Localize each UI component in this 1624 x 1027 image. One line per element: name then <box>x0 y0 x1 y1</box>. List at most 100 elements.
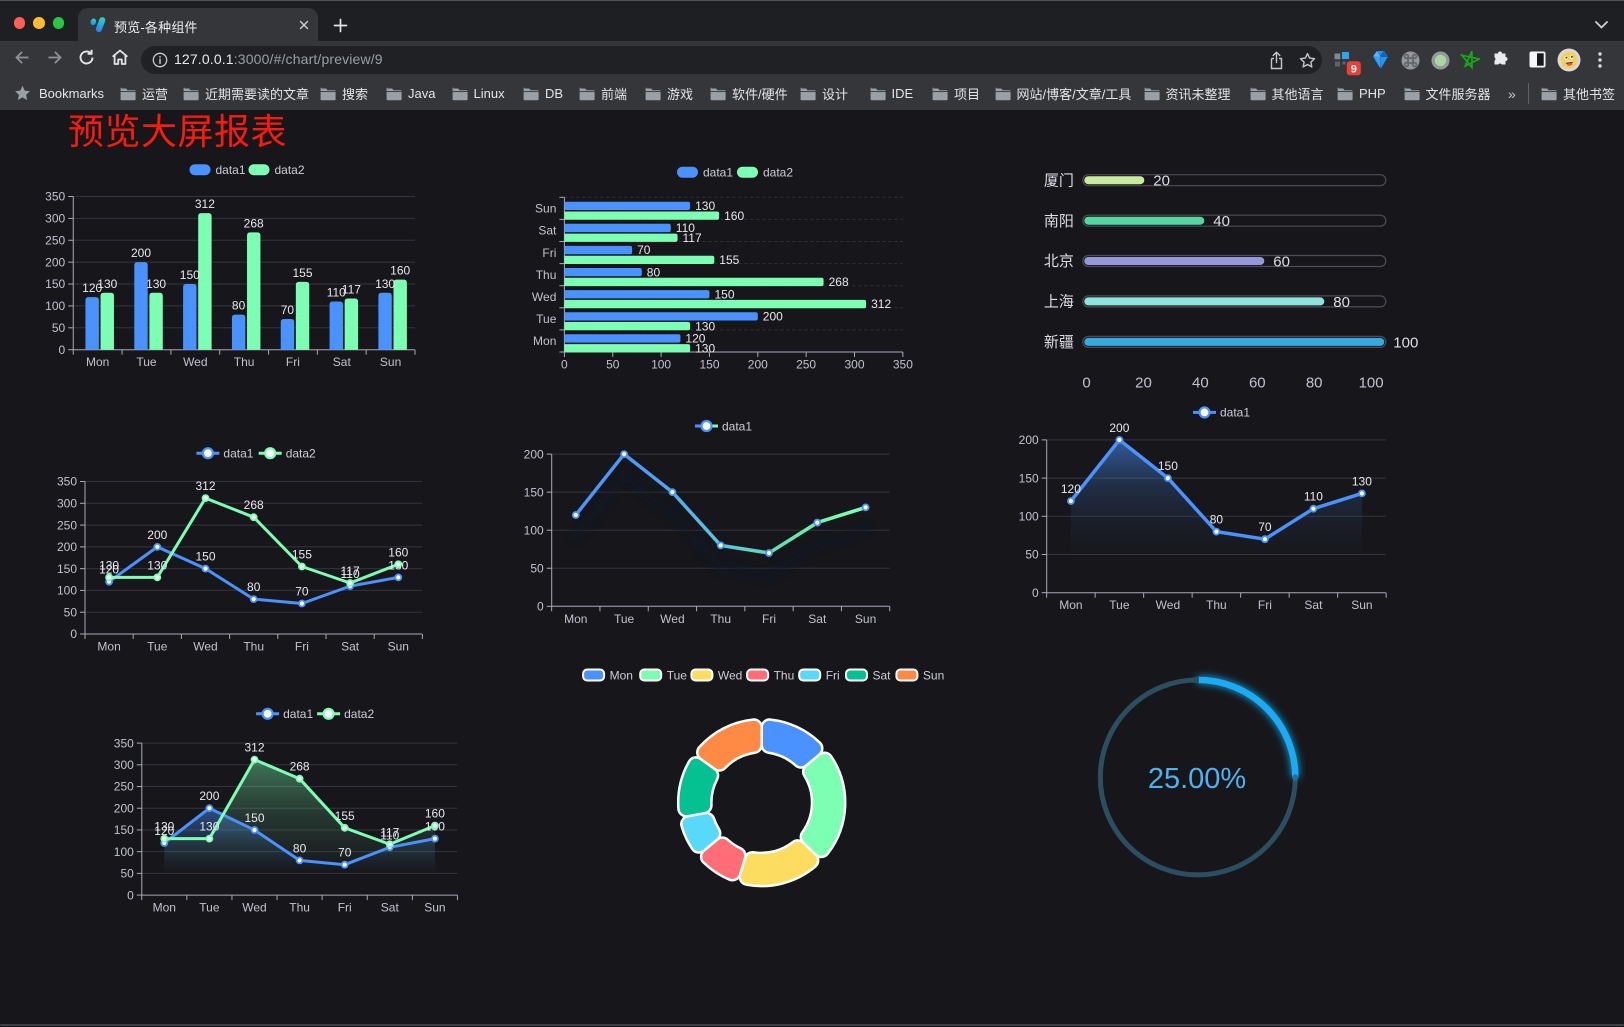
svg-text:120: 120 <box>1061 482 1081 496</box>
svg-text:130: 130 <box>695 319 715 333</box>
svg-text:100: 100 <box>114 845 134 859</box>
svg-text:data2: data2 <box>344 707 374 721</box>
svg-text:Fri: Fri <box>826 668 840 682</box>
svg-text:Fri: Fri <box>542 246 556 260</box>
svg-text:312: 312 <box>871 297 891 311</box>
svg-text:200: 200 <box>524 447 544 461</box>
svg-text:110: 110 <box>1304 490 1323 504</box>
svg-text:300: 300 <box>844 358 864 372</box>
svg-text:data1: data1 <box>1220 406 1250 420</box>
svg-text:0: 0 <box>1082 375 1090 392</box>
svg-text:70: 70 <box>295 585 309 599</box>
svg-text:Sun: Sun <box>388 640 409 654</box>
svg-text:300: 300 <box>57 497 77 511</box>
svg-text:Tue: Tue <box>667 668 688 682</box>
svg-text:data1: data1 <box>216 163 246 177</box>
svg-text:250: 250 <box>57 518 77 532</box>
svg-text:Thu: Thu <box>243 640 264 654</box>
svg-text:160: 160 <box>425 807 445 821</box>
svg-text:Sun: Sun <box>923 668 944 682</box>
svg-text:Mon: Mon <box>610 668 633 682</box>
svg-text:Sat: Sat <box>873 668 892 682</box>
svg-text:130: 130 <box>97 277 117 291</box>
svg-text:Sat: Sat <box>333 355 352 369</box>
svg-text:Thu: Thu <box>289 901 310 915</box>
svg-text:120: 120 <box>154 824 174 838</box>
svg-text:9: 9 <box>1351 63 1357 75</box>
svg-text:100: 100 <box>651 358 671 372</box>
svg-text:0: 0 <box>1032 586 1039 600</box>
svg-text:70: 70 <box>637 243 651 257</box>
svg-text:100: 100 <box>524 523 544 537</box>
svg-text:80: 80 <box>1306 375 1323 392</box>
svg-text:80: 80 <box>1210 513 1224 527</box>
svg-text:data1: data1 <box>223 447 253 461</box>
svg-text:120: 120 <box>82 281 102 295</box>
svg-text:80: 80 <box>1333 294 1350 311</box>
svg-text:130: 130 <box>375 277 395 291</box>
svg-text:350: 350 <box>45 190 65 204</box>
svg-text:Wed: Wed <box>718 668 742 682</box>
svg-text:60: 60 <box>1273 253 1290 270</box>
svg-text:160: 160 <box>724 209 744 223</box>
svg-text:data2: data2 <box>286 447 316 461</box>
svg-text:Thu: Thu <box>1206 598 1227 612</box>
svg-text:120: 120 <box>685 332 705 346</box>
svg-text:300: 300 <box>45 212 65 226</box>
svg-text:新疆: 新疆 <box>1044 334 1074 351</box>
svg-text:Sun: Sun <box>424 901 445 915</box>
svg-text:130: 130 <box>695 341 715 355</box>
svg-text:155: 155 <box>292 548 312 562</box>
svg-text:北京: 北京 <box>1044 253 1074 270</box>
svg-text:150: 150 <box>524 485 544 499</box>
svg-text:110: 110 <box>341 567 360 581</box>
svg-text:130: 130 <box>147 558 167 572</box>
svg-text:130: 130 <box>1352 474 1372 488</box>
svg-text:Thu: Thu <box>710 612 731 626</box>
svg-text:Sat: Sat <box>808 612 827 626</box>
svg-text:南阳: 南阳 <box>1044 213 1074 230</box>
svg-text:312: 312 <box>195 479 215 493</box>
svg-text:0: 0 <box>561 358 568 372</box>
svg-text:上海: 上海 <box>1044 294 1074 311</box>
svg-text:350: 350 <box>893 358 913 372</box>
svg-text:Sat: Sat <box>538 224 557 238</box>
svg-text:Mon: Mon <box>153 901 176 915</box>
svg-text:0: 0 <box>70 627 77 641</box>
svg-text:Thu: Thu <box>536 268 557 282</box>
svg-text:268: 268 <box>244 216 264 230</box>
svg-text:0: 0 <box>537 600 544 614</box>
svg-text:厦门: 厦门 <box>1044 172 1074 189</box>
svg-text:100: 100 <box>57 584 77 598</box>
svg-text:Mon: Mon <box>97 640 120 654</box>
svg-text:250: 250 <box>45 234 65 248</box>
svg-text:130: 130 <box>695 199 715 213</box>
svg-text:117: 117 <box>342 283 361 297</box>
svg-text:Tue: Tue <box>614 612 635 626</box>
svg-text:50: 50 <box>64 605 78 619</box>
svg-text:Sat: Sat <box>341 640 360 654</box>
svg-text:110: 110 <box>327 286 346 300</box>
svg-text:Sun: Sun <box>855 612 876 626</box>
svg-text:200: 200 <box>114 801 134 815</box>
svg-text:50: 50 <box>606 358 620 372</box>
svg-text:117: 117 <box>380 825 399 839</box>
svg-text:150: 150 <box>244 811 264 825</box>
svg-text:70: 70 <box>1258 520 1272 534</box>
svg-text:Thu: Thu <box>774 668 795 682</box>
svg-text:data1: data1 <box>722 419 752 433</box>
svg-text:130: 130 <box>99 558 119 572</box>
svg-text:25.00%: 25.00% <box>1148 763 1246 795</box>
svg-text:155: 155 <box>719 253 739 267</box>
svg-text:350: 350 <box>57 475 77 489</box>
svg-text:Sat: Sat <box>381 901 400 915</box>
svg-text:130: 130 <box>146 277 166 291</box>
svg-text:data1: data1 <box>703 166 733 180</box>
svg-text:200: 200 <box>199 789 219 803</box>
svg-text:Sun: Sun <box>380 355 401 369</box>
svg-text:Fri: Fri <box>286 355 300 369</box>
svg-text:Wed: Wed <box>193 640 217 654</box>
svg-text:Fri: Fri <box>1258 598 1272 612</box>
svg-text:200: 200 <box>763 310 783 324</box>
svg-text:155: 155 <box>335 809 355 823</box>
